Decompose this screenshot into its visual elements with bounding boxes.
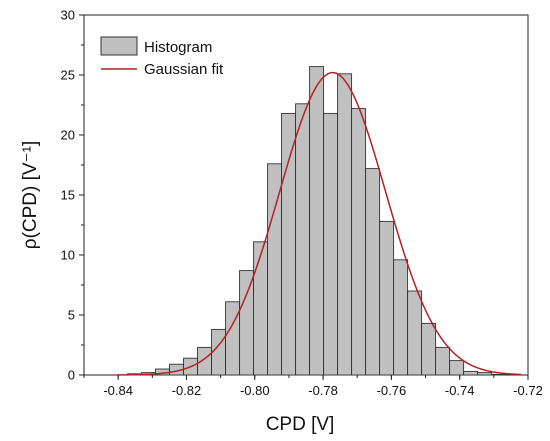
histogram-bar	[197, 346, 213, 376]
y-tick-label: 5	[68, 308, 75, 323]
histogram-bar	[323, 112, 339, 376]
x-tick-label: -0.78	[308, 383, 338, 398]
y-tick-label: 20	[61, 128, 75, 143]
legend-label-histogram: Histogram	[144, 39, 212, 56]
histogram-bar	[463, 370, 479, 376]
histogram-bar	[365, 168, 381, 376]
histogram-bar	[491, 373, 507, 376]
gaussian-fit-line	[118, 71, 522, 376]
legend-swatch-histogram	[100, 36, 138, 56]
legend-label-gaussian-fit: Gaussian fit	[144, 61, 224, 78]
axis-ticks: -0.84 -0.82 -0.80 -0.78 -0.76 -0.74 -0.72 0 5 10 1…	[61, 8, 543, 399]
x-axis-label: CPD [V]	[266, 414, 335, 435]
y-tick-label: 15	[61, 188, 75, 203]
legend: Histogram Gaussian fit	[100, 36, 224, 78]
histogram-bar	[309, 66, 325, 376]
histogram-bar	[449, 360, 465, 376]
y-tick-label: 0	[68, 368, 75, 383]
histogram-bar	[211, 328, 227, 376]
histogram-bar	[281, 112, 297, 376]
histogram-bar	[379, 220, 395, 376]
y-tick-label: 25	[61, 68, 75, 83]
histogram-bar	[295, 103, 311, 376]
x-tick-label: -0.72	[513, 383, 543, 398]
y-tick-label: 10	[61, 248, 75, 263]
histogram-bar	[267, 163, 283, 376]
histogram-bar	[337, 73, 353, 376]
y-tick-label: 30	[61, 8, 75, 23]
histogram-bar	[239, 270, 255, 376]
histogram-bar	[477, 372, 493, 376]
gaussian-fit-layer	[118, 71, 522, 376]
y-axis-label: ρ(CPD) [V⁻¹]	[20, 141, 41, 249]
histogram-bar	[351, 108, 367, 376]
histogram-bar	[393, 259, 409, 376]
histogram-bar	[435, 346, 451, 376]
histogram-bar	[421, 322, 437, 376]
histogram-bar	[225, 301, 241, 376]
x-tick-label: -0.82	[172, 383, 202, 398]
x-tick-label: -0.80	[240, 383, 270, 398]
x-tick-label: -0.84	[103, 383, 133, 398]
histogram-bar	[253, 241, 269, 376]
histogram-bars	[127, 66, 507, 376]
x-tick-label: -0.74	[445, 383, 475, 398]
x-tick-label: -0.76	[377, 383, 407, 398]
histogram-bar	[407, 290, 423, 376]
